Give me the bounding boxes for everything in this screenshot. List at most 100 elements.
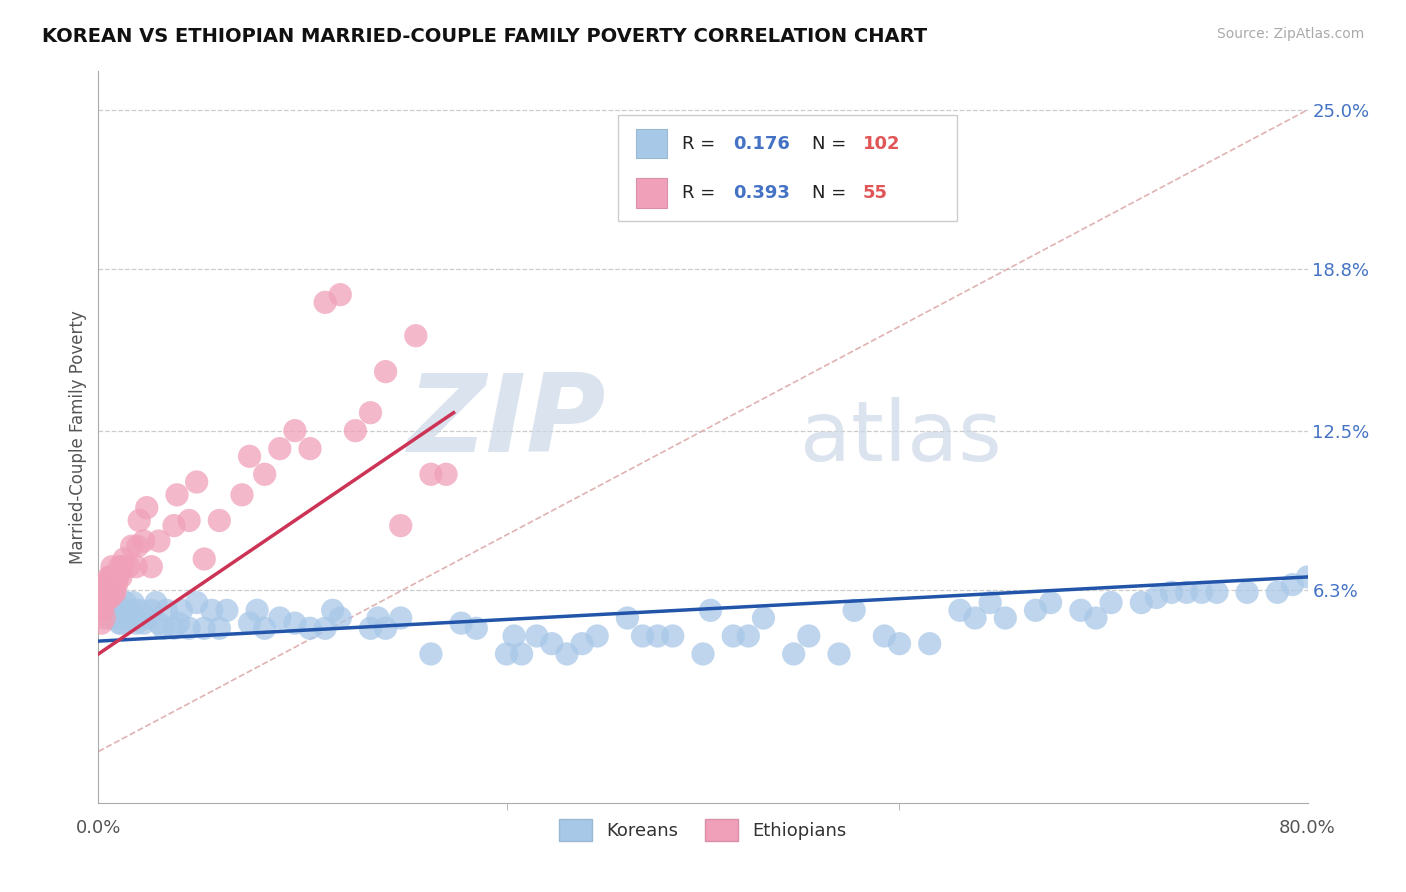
Point xyxy=(965,611,987,625)
Point xyxy=(208,514,231,528)
Point xyxy=(367,611,389,625)
Point xyxy=(100,570,122,584)
Point xyxy=(90,616,112,631)
Point xyxy=(127,539,149,553)
Point xyxy=(111,603,134,617)
Point xyxy=(98,611,121,625)
Point xyxy=(96,603,118,617)
Point xyxy=(246,603,269,617)
Point xyxy=(465,621,488,635)
Point xyxy=(389,518,412,533)
Point xyxy=(114,596,136,610)
Point xyxy=(828,647,851,661)
Point xyxy=(96,596,118,610)
Point xyxy=(420,647,443,661)
Point xyxy=(91,603,114,617)
Point xyxy=(1236,585,1258,599)
Point xyxy=(503,629,526,643)
Text: 102: 102 xyxy=(863,135,900,153)
Point xyxy=(201,603,224,617)
Point xyxy=(344,424,367,438)
Text: N =: N = xyxy=(811,135,852,153)
Point xyxy=(170,603,193,617)
Text: R =: R = xyxy=(682,135,721,153)
Point xyxy=(108,559,131,574)
Point xyxy=(128,603,150,617)
Point xyxy=(314,295,336,310)
Point xyxy=(135,611,157,625)
Point xyxy=(360,406,382,420)
Point xyxy=(299,621,322,635)
Point xyxy=(1175,585,1198,599)
Point xyxy=(540,637,562,651)
Point xyxy=(100,596,122,610)
Text: 0.393: 0.393 xyxy=(734,184,790,202)
Point xyxy=(1085,611,1108,625)
Point xyxy=(152,621,174,635)
Point xyxy=(699,603,721,617)
Text: ZIP: ZIP xyxy=(408,369,606,475)
Point xyxy=(132,534,155,549)
Point xyxy=(239,450,262,464)
Point xyxy=(96,591,118,605)
Point xyxy=(91,591,114,605)
Point xyxy=(723,629,745,643)
Point xyxy=(110,616,132,631)
Point xyxy=(193,552,215,566)
Point xyxy=(994,611,1017,625)
Point xyxy=(94,603,117,617)
Point xyxy=(1144,591,1167,605)
Point xyxy=(98,591,121,605)
Point xyxy=(93,591,115,605)
Point xyxy=(1039,596,1062,610)
Point xyxy=(647,629,669,643)
Point xyxy=(360,621,382,635)
Point xyxy=(125,616,148,631)
Point xyxy=(631,629,654,643)
Point xyxy=(329,287,352,301)
Point xyxy=(115,603,138,617)
Point xyxy=(118,611,141,625)
Point xyxy=(98,570,121,584)
Point xyxy=(105,596,128,610)
Point xyxy=(269,611,291,625)
Point xyxy=(163,621,186,635)
Point xyxy=(949,603,972,617)
Point xyxy=(797,629,820,643)
Point xyxy=(752,611,775,625)
Point xyxy=(1160,585,1182,599)
Point xyxy=(121,603,143,617)
Point xyxy=(108,616,131,631)
Point xyxy=(374,621,396,635)
Point xyxy=(107,611,129,625)
Point xyxy=(135,500,157,515)
Point xyxy=(128,514,150,528)
Point xyxy=(105,577,128,591)
Point xyxy=(91,577,114,591)
Point xyxy=(299,442,322,456)
Point xyxy=(1206,585,1229,599)
Point xyxy=(93,603,115,617)
Point xyxy=(1267,585,1289,599)
Point xyxy=(586,629,609,643)
Point xyxy=(329,611,352,625)
Point xyxy=(322,603,344,617)
Point xyxy=(1024,603,1046,617)
Point xyxy=(167,616,190,631)
Point xyxy=(89,603,111,617)
Point xyxy=(118,559,141,574)
Point xyxy=(314,621,336,635)
Point xyxy=(873,629,896,643)
Point xyxy=(1099,596,1122,610)
Point xyxy=(979,596,1001,610)
Point xyxy=(111,559,134,574)
Point xyxy=(155,603,177,617)
Point xyxy=(122,596,145,610)
Point xyxy=(179,621,201,635)
Point xyxy=(284,424,307,438)
Point xyxy=(163,518,186,533)
Point xyxy=(100,591,122,605)
Point xyxy=(93,577,115,591)
Text: 0.176: 0.176 xyxy=(734,135,790,153)
Text: atlas: atlas xyxy=(800,397,1001,477)
